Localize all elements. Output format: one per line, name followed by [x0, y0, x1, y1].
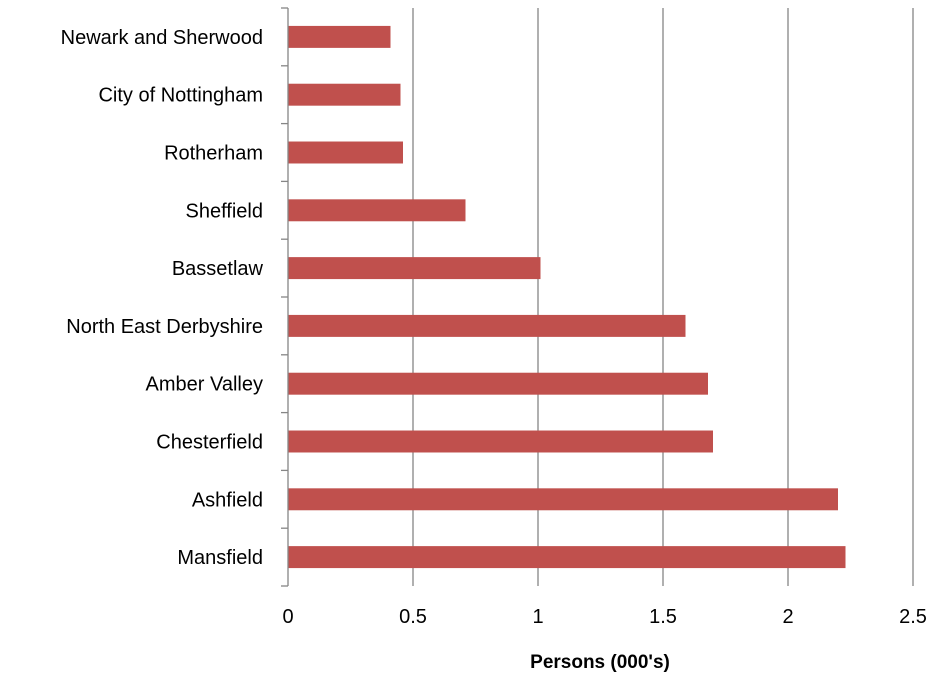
- bar-amber-valley: [288, 372, 708, 395]
- bars: [288, 25, 846, 569]
- category-label: Amber Valley: [146, 374, 263, 396]
- labels: 0 0.5 1 1.5 2 2.5 Newark and Sherwood City of N…: [61, 27, 927, 628]
- bar-mansfield: [288, 546, 846, 569]
- axes: [281, 7, 289, 587]
- bar-ashfield: [288, 488, 838, 511]
- category-label: City of Nottingham: [98, 85, 263, 107]
- category-label: Newark and Sherwood: [61, 27, 263, 49]
- x-tick-label: 0: [282, 606, 293, 628]
- bar-bassetlaw: [288, 257, 541, 280]
- bar-north-east-derbyshire: [288, 314, 686, 337]
- x-tick-label: 2: [782, 606, 793, 628]
- category-label: Ashfield: [192, 489, 263, 511]
- x-tick-label: 2.5: [899, 606, 927, 628]
- bar-chesterfield: [288, 430, 713, 453]
- x-tick-label: 1: [532, 606, 543, 628]
- bar-newark-and-sherwood: [288, 25, 391, 48]
- category-label: North East Derbyshire: [66, 316, 263, 338]
- x-tick-label: 0.5: [399, 606, 427, 628]
- bar-rotherham: [288, 141, 403, 164]
- category-label: Rotherham: [164, 143, 263, 165]
- x-tick-label: 1.5: [649, 606, 677, 628]
- category-label: Mansfield: [177, 547, 263, 569]
- bar-sheffield: [288, 199, 466, 222]
- category-label: Chesterfield: [156, 432, 263, 454]
- category-label: Sheffield: [186, 200, 263, 222]
- x-axis-title: Persons (000's): [530, 652, 670, 673]
- category-label: Bassetlaw: [172, 258, 264, 280]
- bar-city-of-nottingham: [288, 83, 401, 106]
